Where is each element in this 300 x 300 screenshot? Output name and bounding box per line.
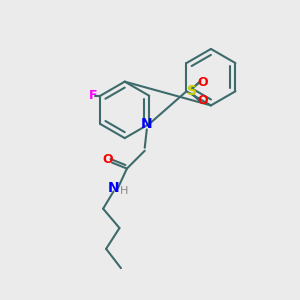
Text: N: N	[108, 181, 119, 195]
Text: O: O	[102, 153, 113, 166]
Text: H: H	[120, 186, 129, 196]
Text: O: O	[197, 94, 208, 107]
Text: O: O	[197, 76, 208, 89]
Text: F: F	[88, 89, 97, 102]
Text: N: N	[141, 117, 153, 131]
Text: S: S	[187, 84, 197, 98]
